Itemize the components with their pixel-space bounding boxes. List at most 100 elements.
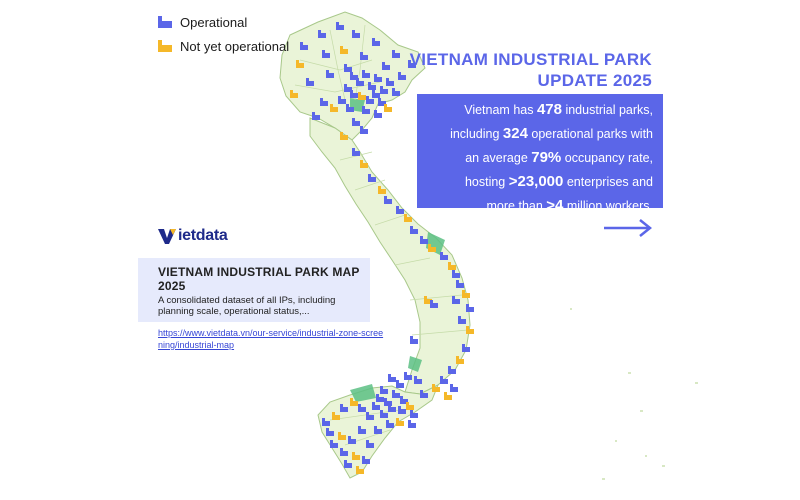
page-title: VIETNAM INDUSTRIAL PARK UPDATE 2025 <box>352 49 652 91</box>
operational-marker <box>388 404 396 412</box>
operational-marker <box>372 402 380 410</box>
islands <box>570 308 698 480</box>
operational-marker <box>374 426 382 434</box>
operational-marker <box>384 196 392 204</box>
operational-marker <box>382 62 390 70</box>
operational-marker <box>392 50 400 58</box>
stats-text: an average <box>465 151 532 165</box>
operational-marker <box>318 30 326 38</box>
stats-line-2: including 324 operational parks with <box>425 122 653 146</box>
operational-marker <box>376 394 384 402</box>
stats-number: 79% <box>531 149 562 166</box>
stats-text: industrial parks, <box>561 103 653 117</box>
legend-not-operational-label: Not yet operational <box>180 38 290 54</box>
operational-marker <box>322 50 330 58</box>
operational-marker <box>380 386 388 394</box>
province-highlight-south2 <box>408 356 422 372</box>
operational-marker <box>400 396 408 404</box>
operational-marker <box>408 60 416 68</box>
legend-operational: Operational <box>158 10 289 34</box>
stats-text: more than <box>486 199 547 213</box>
stats-box: Vietnam has 478 industrial parks, includ… <box>417 94 663 214</box>
operational-marker <box>414 376 422 384</box>
operational-marker <box>322 418 330 426</box>
operational-marker <box>466 304 474 312</box>
operational-marker <box>362 70 370 78</box>
stats-number: 478 <box>536 101 562 118</box>
not-operational-marker <box>338 432 346 440</box>
operational-marker <box>348 436 356 444</box>
operational-marker <box>410 410 418 418</box>
not-operational-marker <box>340 46 348 54</box>
operational-marker <box>380 410 388 418</box>
not-operational-marker <box>340 132 348 140</box>
stats-text: including <box>450 127 503 141</box>
operational-marker <box>306 78 314 86</box>
operational-marker <box>366 440 374 448</box>
operational-marker <box>356 78 364 86</box>
operational-marker <box>352 118 360 126</box>
stats-line-4: hosting >23,000 enterprises and <box>425 170 653 194</box>
info-card-title: VIETNAM INDUSTRIAL PARK MAP 2025 <box>158 265 360 293</box>
operational-marker <box>360 126 368 134</box>
title-line-2: UPDATE 2025 <box>537 71 652 90</box>
stats-number: >4 <box>546 197 564 214</box>
operational-marker <box>352 30 360 38</box>
operational-marker <box>408 420 416 428</box>
operational-marker <box>380 86 388 94</box>
not-operational-marker <box>432 384 440 392</box>
not-operational-marker <box>396 418 404 426</box>
stats-text: occupancy rate, <box>561 151 653 165</box>
not-operational-marker <box>290 90 298 98</box>
brand-name: ietdata <box>178 227 228 244</box>
operational-marker <box>450 384 458 392</box>
stats-number: >23,000 <box>508 173 564 190</box>
operational-marker <box>440 252 448 260</box>
operational-marker <box>448 366 456 374</box>
not-operational-marker <box>350 398 358 406</box>
stats-line-3: an average 79% occupancy rate, <box>425 146 653 170</box>
stats-text: million workers. <box>563 199 653 213</box>
not-operational-marker <box>360 160 368 168</box>
not-operational-marker <box>448 262 456 270</box>
factory-icon <box>158 40 172 52</box>
operational-marker <box>458 316 466 324</box>
operational-marker <box>340 404 348 412</box>
industrial-park-markers <box>290 22 474 474</box>
stats-text: enterprises and <box>563 175 653 189</box>
industrial-map-link[interactable]: https://www.vietdata.vn/our-service/indu… <box>158 328 384 350</box>
operational-marker <box>462 344 470 352</box>
operational-marker <box>420 390 428 398</box>
operational-marker <box>326 428 334 436</box>
not-operational-marker <box>378 186 386 194</box>
operational-marker <box>320 98 328 106</box>
info-card: VIETNAM INDUSTRIAL PARK MAP 2025 A conso… <box>138 258 370 322</box>
operational-marker <box>358 404 366 412</box>
stats-text: operational parks with <box>527 127 653 141</box>
not-operational-marker <box>444 392 452 400</box>
operational-marker <box>392 88 400 96</box>
operational-marker <box>362 106 370 114</box>
brand-logo: ietdata <box>157 226 228 246</box>
legend-not-operational: Not yet operational <box>158 34 289 58</box>
not-operational-marker <box>352 452 360 460</box>
operational-marker <box>340 448 348 456</box>
map-legend: Operational Not yet operational <box>158 10 289 58</box>
title-line-1: VIETNAM INDUSTRIAL PARK <box>409 50 652 69</box>
operational-marker <box>338 96 346 104</box>
stats-number: 324 <box>502 125 528 142</box>
not-operational-marker <box>404 214 412 222</box>
operational-marker <box>344 84 352 92</box>
operational-marker <box>330 440 338 448</box>
not-operational-marker <box>428 244 436 252</box>
not-operational-marker <box>462 290 470 298</box>
operational-marker <box>386 78 394 86</box>
not-operational-marker <box>358 92 366 100</box>
province-highlight-south <box>350 384 376 402</box>
operational-marker <box>430 300 438 308</box>
info-card-description: A consolidated dataset of all IPs, inclu… <box>158 295 336 317</box>
operational-marker <box>404 372 412 380</box>
operational-marker <box>388 374 396 382</box>
operational-marker <box>396 380 404 388</box>
operational-marker <box>300 42 308 50</box>
